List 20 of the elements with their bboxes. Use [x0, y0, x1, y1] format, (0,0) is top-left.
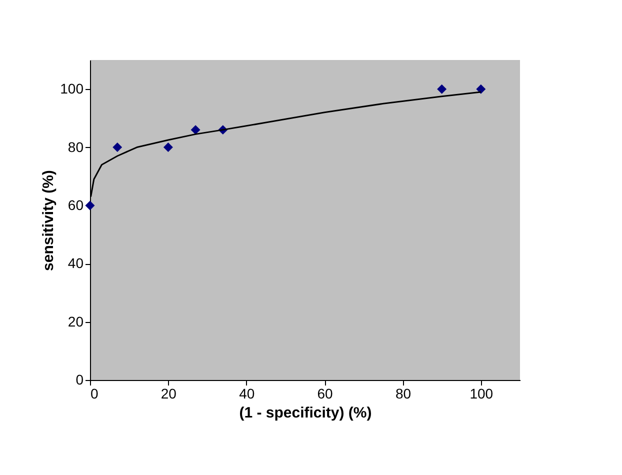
- x-axis-title: (1 - specificity) (%): [239, 404, 372, 422]
- point: [85, 200, 95, 210]
- y-tick-label: 40: [68, 255, 84, 272]
- x-tick-label: 100: [470, 386, 494, 402]
- y-tick-label: 0: [76, 372, 84, 388]
- y-tick-label: 60: [68, 196, 84, 213]
- x-tick-label: 0: [90, 386, 98, 402]
- x-tick-label: 60: [317, 386, 334, 402]
- x-tick-label: 20: [160, 386, 177, 402]
- x-tick-label: 80: [395, 386, 412, 402]
- y-tick-label: 80: [68, 138, 84, 155]
- x-tick-label: 40: [239, 386, 255, 402]
- point: [190, 125, 200, 135]
- point: [163, 142, 173, 152]
- y-axis-title: sensitivity (%): [40, 170, 58, 271]
- point: [476, 84, 486, 94]
- point: [112, 142, 122, 152]
- point: [437, 84, 447, 94]
- y-tick-label: 20: [68, 313, 84, 330]
- y-tick-label: 100: [60, 80, 84, 97]
